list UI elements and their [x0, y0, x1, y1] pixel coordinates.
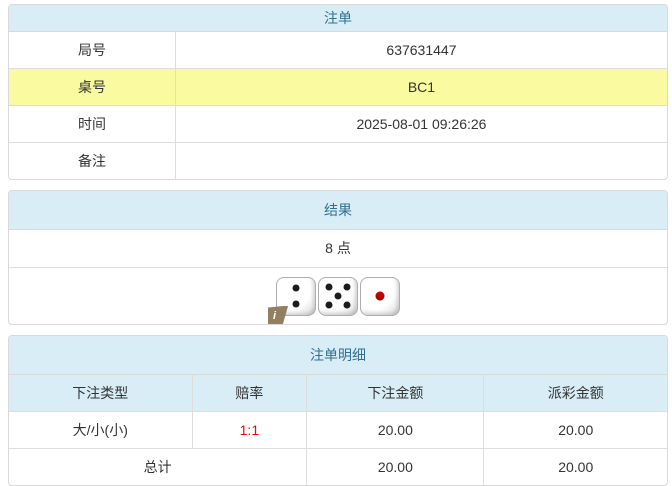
- game-number-value: 637631447: [174, 32, 667, 69]
- die-pip: [334, 292, 342, 300]
- bet-type-cell: 大/小(小): [9, 411, 193, 449]
- result-panel-title: 结果: [9, 191, 667, 230]
- col-payout-amount: 派彩金额: [483, 375, 667, 412]
- bet-info-table: 局号 637631447 桌号 BC1 时间 2025-08-01 09:26:…: [9, 32, 667, 179]
- total-payout-amount-cell: 20.00: [483, 448, 667, 485]
- detail-total-row: 总计 20.00 20.00: [9, 448, 667, 485]
- col-bet-type: 下注类型: [9, 375, 193, 412]
- table-row-time: 时间 2025-08-01 09:26:26: [9, 105, 667, 143]
- die-pip: [292, 300, 300, 308]
- bet-detail-table: 下注类型 赔率 下注金额 派彩金额 大/小(小) 1:1 20.00 20.00…: [9, 375, 667, 485]
- bet-panel-title: 注单: [9, 5, 667, 32]
- detail-panel-title: 注单明细: [9, 336, 667, 375]
- info-icon[interactable]: i: [268, 305, 289, 324]
- bet-panel: 注单 局号 637631447 桌号 BC1 时间 2025-08-01 09:…: [8, 4, 668, 180]
- remark-label: 备注: [9, 142, 176, 179]
- time-label: 时间: [9, 105, 176, 143]
- detail-panel: 注单明细 下注类型 赔率 下注金额 派彩金额 大/小(小) 1:1 20.00 …: [8, 335, 668, 486]
- detail-header-row: 下注类型 赔率 下注金额 派彩金额: [9, 375, 667, 412]
- bet-amount-cell: 20.00: [306, 411, 485, 449]
- table-row-game-number: 局号 637631447: [9, 32, 667, 69]
- total-bet-amount-cell: 20.00: [306, 448, 485, 485]
- die-5: [318, 276, 358, 316]
- detail-data-row: 大/小(小) 1:1 20.00 20.00: [9, 411, 667, 449]
- time-value: 2025-08-01 09:26:26: [174, 105, 667, 143]
- col-bet-amount: 下注金额: [306, 375, 485, 412]
- table-number-value: BC1: [174, 68, 667, 106]
- result-panel: 结果 8 点 i: [8, 190, 668, 325]
- col-odds: 赔率: [191, 375, 308, 412]
- result-points: 8 点: [9, 230, 667, 268]
- die-1: [360, 276, 400, 316]
- die-pip: [375, 291, 385, 301]
- remark-value: [174, 142, 667, 179]
- game-number-label: 局号: [9, 32, 176, 69]
- die-pip: [325, 301, 333, 309]
- die-pip: [343, 283, 351, 291]
- table-row-remark: 备注: [9, 142, 667, 179]
- die-pip: [343, 301, 351, 309]
- die-pip: [292, 284, 300, 292]
- die-pip: [325, 283, 333, 291]
- table-number-label: 桌号: [9, 68, 176, 106]
- odds-cell: 1:1: [191, 411, 308, 449]
- payout-amount-cell: 20.00: [483, 411, 667, 449]
- table-row-table-number: 桌号 BC1: [9, 68, 667, 106]
- dice-row: i: [9, 268, 667, 324]
- die-2: i: [268, 276, 316, 324]
- total-label-cell: 总计: [9, 448, 308, 485]
